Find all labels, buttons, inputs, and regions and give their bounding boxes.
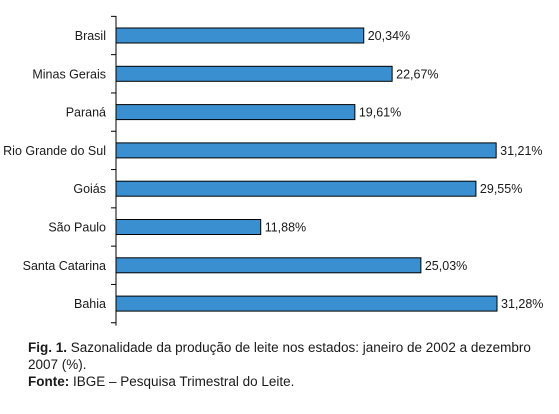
category-label: Goiás [73, 182, 106, 196]
bar [115, 142, 497, 159]
data-label: 19,61% [359, 106, 401, 120]
data-label: 25,03% [425, 259, 467, 273]
data-label: 22,67% [396, 67, 438, 81]
bar [115, 27, 365, 44]
figure-number: Fig. 1. [28, 340, 68, 355]
data-label: 29,55% [480, 182, 522, 196]
category-label: Bahia [74, 297, 106, 311]
bar [115, 219, 262, 235]
figure-caption-text: Sazonalidade da produção de leite nos es… [28, 340, 531, 372]
bar [115, 180, 477, 197]
bar-chart: Brasil Minas Gerais Paraná Rio Grande do Su… [3, 15, 544, 326]
data-label: 31,21% [500, 144, 542, 158]
bar [115, 257, 422, 274]
category-label: Paraná [66, 106, 106, 120]
data-label: 31,28% [501, 297, 543, 311]
category-label: Rio Grande do Sul [3, 144, 106, 158]
source-text: IBGE – Pesquisa Trimestral do Leite. [73, 374, 295, 389]
category-label: Santa Catarina [23, 259, 106, 273]
source-label: Fonte: [28, 374, 70, 389]
category-label: Minas Gerais [32, 67, 106, 81]
y-axis [111, 15, 117, 326]
category-label: Brasil [75, 29, 106, 43]
category-labels: Brasil Minas Gerais Paraná Rio Grande do Su… [3, 29, 106, 311]
figure-caption: Fig. 1. Sazonalidade da produção de leit… [28, 339, 543, 390]
category-label: São Paulo [48, 221, 106, 235]
data-label: 11,88% [265, 221, 306, 235]
bar [115, 295, 498, 312]
bar [115, 65, 393, 82]
value-labels: 20,34% 22,67% 19,61% 31,21% 29,55% 11,88% 25,0… [265, 29, 544, 311]
data-label: 20,34% [368, 29, 410, 43]
bar [115, 104, 356, 121]
